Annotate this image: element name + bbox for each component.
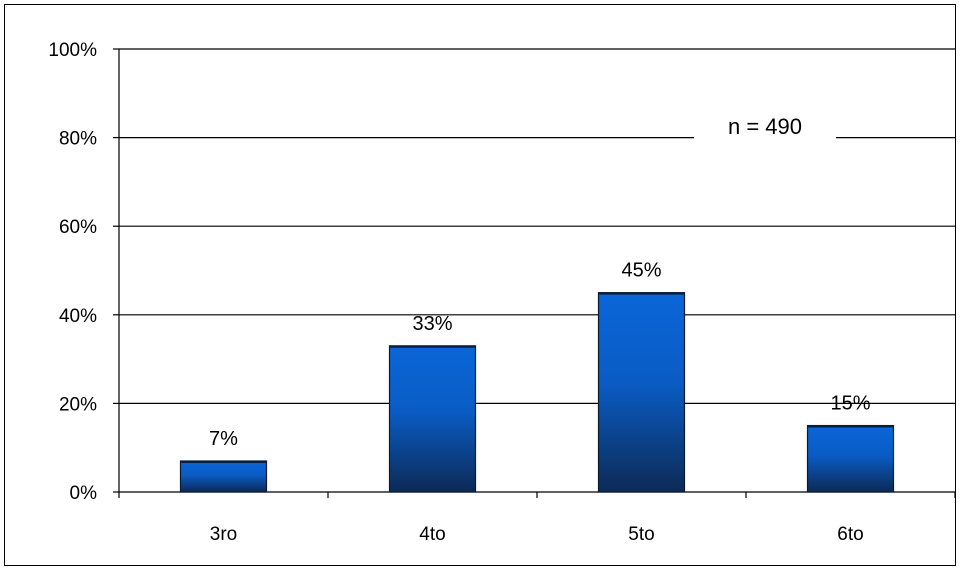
sample-size-annotation: n = 490: [728, 114, 802, 139]
bar: [806, 424, 895, 493]
x-category-label: 6to: [837, 524, 863, 545]
bar: [597, 292, 686, 493]
annotation-background: [694, 112, 836, 152]
y-tick-label: 60%: [59, 217, 97, 238]
data-label: 45%: [621, 260, 661, 282]
data-label: 15%: [830, 393, 870, 415]
data-label: 33%: [412, 313, 452, 335]
x-category-label: 5to: [628, 524, 654, 545]
y-tick-label: 0%: [70, 483, 98, 504]
gridlines: [119, 48, 955, 404]
y-tick-label: 100%: [48, 40, 97, 61]
bar: [388, 345, 477, 493]
chart-frame: [4, 4, 956, 566]
bar: [179, 460, 268, 493]
bars: [179, 292, 895, 493]
y-tick-label: 20%: [59, 394, 97, 415]
x-category-label: 3ro: [210, 524, 237, 545]
y-tick-label: 80%: [59, 129, 97, 150]
data-label: 7%: [209, 428, 238, 450]
y-tick-label: 40%: [59, 306, 97, 327]
x-category-label: 4to: [419, 524, 445, 545]
labels: 0% 20% 40% 60% 80% 100% 7% 3ro 33% 4to 45% 5to 15% 6t…: [48, 40, 870, 545]
